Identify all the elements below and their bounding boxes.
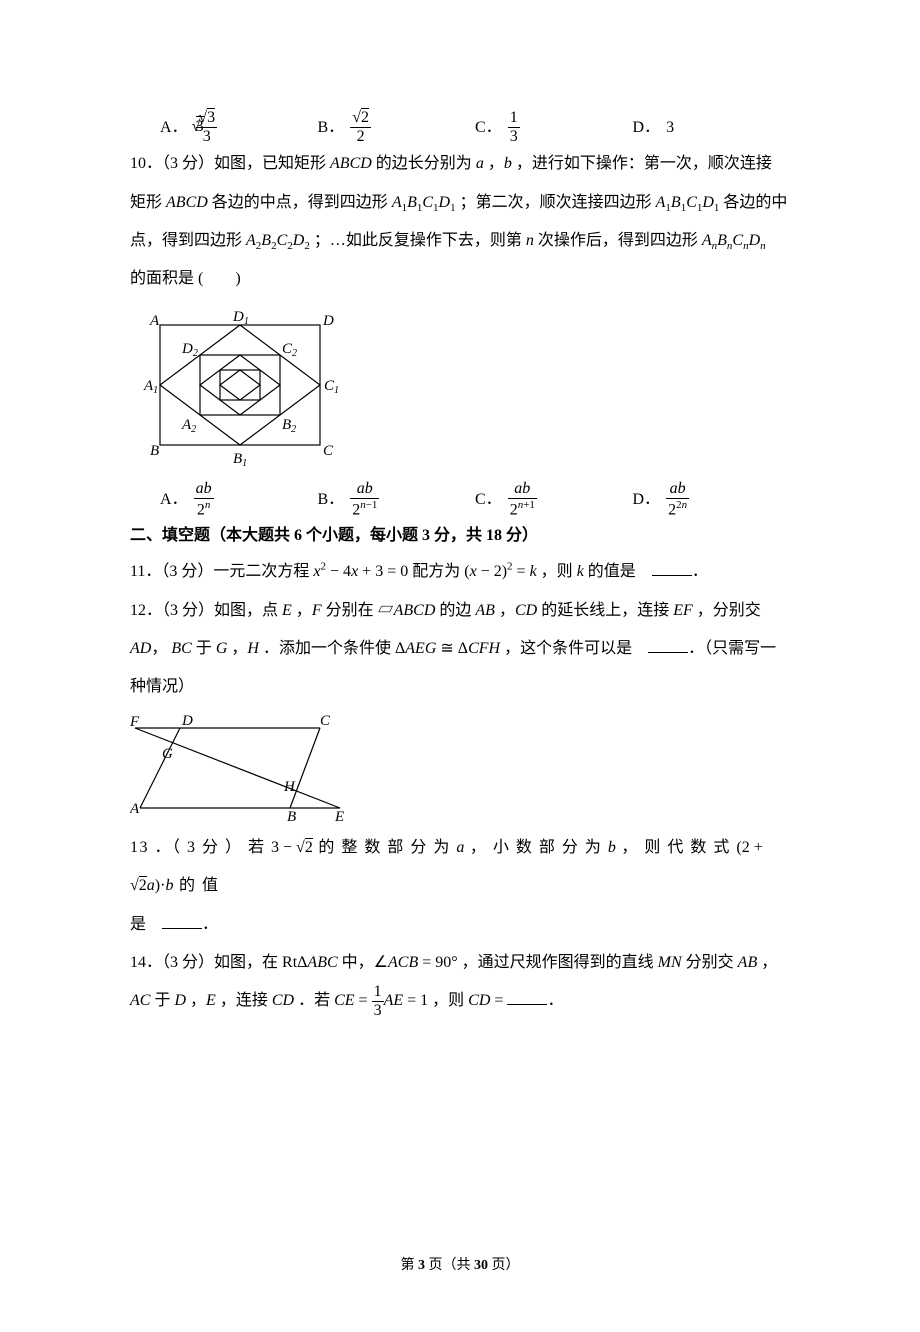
q9-opt-b-label: B． xyxy=(318,110,345,145)
q9-option-b: B． √2 2 xyxy=(318,110,476,145)
lbl-A2: A2 xyxy=(181,417,196,435)
q10-option-a: A． ab 2n xyxy=(160,481,318,518)
q9-option-d: D． 3 xyxy=(633,110,791,145)
q10-options: A． ab 2n B． ab 2n−1 C． ab 2n+1 D． ab 22 xyxy=(160,481,790,518)
q10-option-d: D． ab 22n xyxy=(633,481,791,518)
svg-text:B: B xyxy=(287,809,296,823)
section2-header: 二、填空题（本大题共 6 个小题，每小题 3 分，共 18 分） xyxy=(130,518,790,553)
q12-diagram: F D C A B E G H xyxy=(130,713,360,823)
q12-blank xyxy=(648,636,688,653)
q13: 13 ．（ 3 分 ） 若 3 − √2 的 整 数 部 分 为 a ， 小 数… xyxy=(130,829,790,944)
lbl-B2: B2 xyxy=(282,417,296,435)
lbl-A: A xyxy=(149,313,160,329)
svg-text:A: A xyxy=(130,801,140,817)
q10-text: 10．（3 分）如图，已知矩形 ABCD 的边长分别为 a ，b ，进行如下操作… xyxy=(130,145,790,299)
svg-text:D: D xyxy=(181,713,193,729)
svg-text:C: C xyxy=(320,713,331,729)
q10-option-b: B． ab 2n−1 xyxy=(318,481,476,518)
q13-blank xyxy=(162,912,202,929)
q10-diagram: A D B C A1 C1 D1 B1 D2 C2 A2 B2 xyxy=(130,305,340,475)
lbl-A1: A1 xyxy=(143,378,158,396)
lbl-B1: B1 xyxy=(233,451,247,469)
q12: 12．（3 分）如图，点 E ，F 分别在 ▱ABCD 的边 AB ，CD 的延… xyxy=(130,592,790,707)
q11-blank xyxy=(652,559,692,576)
lbl-B: B xyxy=(150,443,159,459)
q9-options: A． 3√ √3 3 B． √2 2 C． 1 3 D． 3 xyxy=(160,110,790,145)
q11: 11．（3 分）一元二次方程 x2 − 4x + 3 = 0 配方为 (x − … xyxy=(130,553,790,591)
lbl-D: D xyxy=(322,313,334,329)
q9-opt-d-label: D． xyxy=(633,110,661,145)
q14: 14．（3 分）如图，在 RtΔABC 中，∠ACB = 90° ，通过尺规作图… xyxy=(130,944,790,1021)
q9-opt-c-frac: 1 3 xyxy=(508,110,520,145)
svg-text:H: H xyxy=(283,779,296,795)
svg-text:E: E xyxy=(334,809,344,823)
q9-option-a: A． 3√ √3 3 xyxy=(160,110,318,145)
svg-text:F: F xyxy=(130,714,140,730)
lbl-D2: D2 xyxy=(181,341,198,359)
page-footer: 第 3 页（共 30 页） xyxy=(130,1251,790,1282)
q10-option-c: C． ab 2n+1 xyxy=(475,481,633,518)
lbl-C: C xyxy=(323,443,334,459)
lbl-C1: C1 xyxy=(324,378,339,396)
q9-opt-d-value: 3 xyxy=(666,110,674,145)
lbl-D1: D1 xyxy=(232,309,249,327)
q9-opt-b-frac: √2 2 xyxy=(350,110,371,145)
svg-text:G: G xyxy=(162,746,173,762)
q9-opt-c-label: C． xyxy=(475,110,502,145)
lbl-C2: C2 xyxy=(282,341,297,359)
q9-option-c: C． 1 3 xyxy=(475,110,633,145)
page-content: A． 3√ √3 3 B． √2 2 C． 1 3 D． 3 xyxy=(0,0,920,1332)
q14-blank xyxy=(507,988,547,1005)
q9-opt-a-label: A． xyxy=(160,110,188,145)
